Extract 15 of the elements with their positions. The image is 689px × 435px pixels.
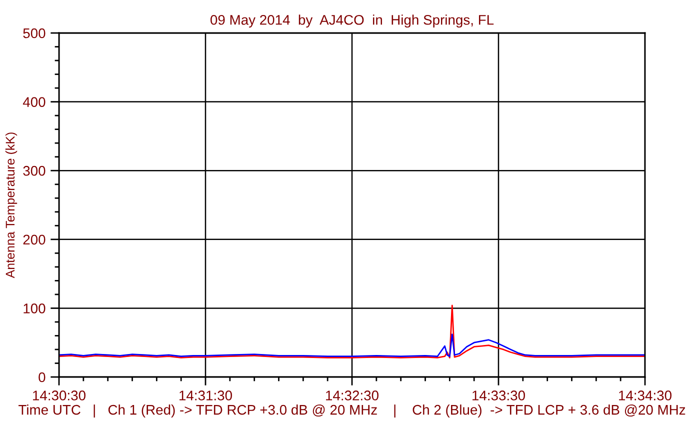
line-series <box>59 334 645 358</box>
y-tick-label: 400 <box>22 97 46 107</box>
y-tick-label: 100 <box>24 304 46 314</box>
x-tick-label: 14:31:30 <box>180 390 232 400</box>
y-axis-title: Antenna Temperature (kK) <box>5 132 18 278</box>
y-tick-label: 500 <box>23 28 46 38</box>
x-tick-label: 14:33:30 <box>472 390 525 400</box>
y-tick-label: 300 <box>23 166 46 176</box>
x-tick-label: 14:32:30 <box>326 390 378 400</box>
y-tick-label: 0 <box>38 372 46 382</box>
y-tick-label: 200 <box>23 234 46 245</box>
x-tick-label: 14:30:30 <box>33 390 86 400</box>
x-tick-label: 14:34:30 <box>619 390 672 400</box>
chart-title: 09 May 2014 by AJ4CO in High Springs, FL <box>210 14 494 28</box>
x-axis-title: Time UTC | Ch 1 (Red) -> TFD RCP +3.0 dB @ 20 MHz | Ch 2 (Blue) -> TFD LCP + 3.6 dB @20 MHz <box>18 404 686 418</box>
